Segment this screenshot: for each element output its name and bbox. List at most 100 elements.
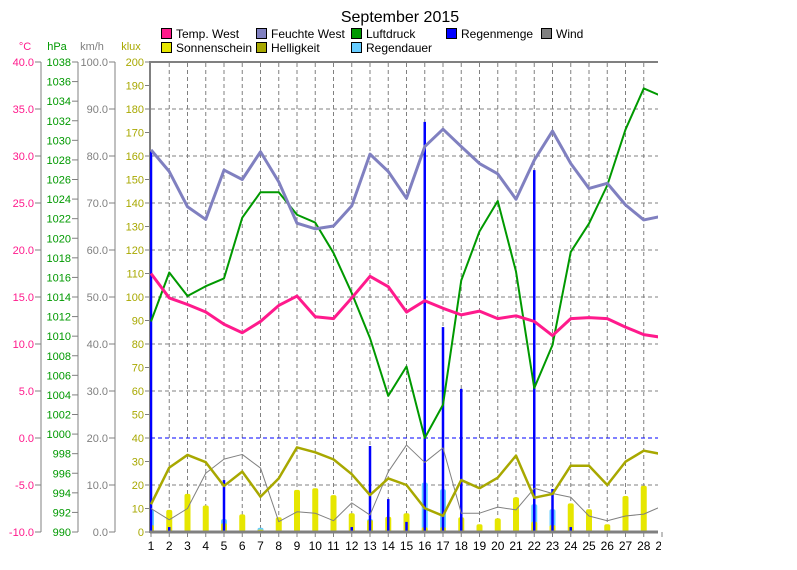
x-tick-label: 23 [546,539,560,553]
bar-regenmenge [460,388,463,532]
x-tick-label: 27 [619,539,633,553]
bar-regenmenge [551,488,554,532]
axis-tick-label-kmh: 50.0 [87,292,108,304]
chart-title: September 2015 [341,9,459,26]
axis-tick-label-celsius: 30.0 [13,151,34,163]
bar-regenmenge [405,521,408,532]
x-tick-label: 20 [491,539,505,553]
x-tick-label: 12 [345,539,359,553]
x-tick-label: 25 [582,539,596,553]
lines [150,87,658,523]
axis-tick-label-klux: 50 [132,410,144,422]
axis-tick-label-kmh: 10.0 [87,480,108,492]
legend-swatch-sonnenschein [161,42,172,53]
axis-tick-label-klux: 20 [132,480,144,492]
bar-regenmenge [150,151,153,533]
axis-tick-label-hpa: 992 [53,507,71,519]
axis-tick-label-hpa: 1010 [47,331,71,343]
x-tick-label: 5 [221,539,228,553]
axis-tick-label-hpa: 1000 [47,429,71,441]
bar-sonnenschein [567,503,574,532]
axis-tick-label-klux: 60 [132,386,144,398]
bar-sonnenschein [239,514,246,532]
axis-tick-label-hpa: 998 [53,449,71,461]
axis-tick-label-kmh: 20.0 [87,433,108,445]
bar-sonnenschein [166,509,173,532]
axis-tick-label-celsius: 25.0 [13,198,34,210]
bar-regenmenge [569,527,572,532]
bar-sonnenschein [275,517,282,532]
bar-sonnenschein [640,485,647,532]
axis-tick-label-kmh: 40.0 [87,339,108,351]
axis-tick-label-celsius: 35.0 [13,104,34,116]
grid [151,63,658,532]
axis-tick-label-klux: 130 [126,222,144,234]
axis-tick-label-celsius: 10.0 [13,339,34,351]
axis-tick-label-hpa: 1008 [47,351,71,363]
axis-tick-label-hpa: 1038 [47,57,71,69]
legend-swatch-luftdruck [351,28,362,39]
axis-tick-label-hpa: 1022 [47,214,71,226]
axis-unit-klux: klux [121,41,141,53]
axis-tick-label-klux: 100 [126,292,144,304]
bar-sonnenschein [604,524,611,532]
axis-unit-kmh: km/h [80,41,104,53]
legend-swatch-feuchte-west [256,28,267,39]
bar-sonnenschein [513,497,519,532]
axis-tick-label-celsius: -5.0 [15,480,34,492]
axis-tick-label-hpa: 1004 [47,390,71,402]
axis-tick-label-klux: 70 [132,363,144,375]
axis-tick-label-kmh: 0.0 [93,527,108,539]
x-tick-label: 28 [637,539,651,553]
axis-tick-label-klux: 10 [132,504,144,516]
x-tick-label: 26 [601,539,615,553]
axis-tick-label-hpa: 1020 [47,233,71,245]
axis-tick-label-klux: 30 [132,457,144,469]
axis-tick-label-klux: 140 [126,198,144,210]
axis-tick-label-hpa: 990 [53,527,71,539]
axis-tick-label-celsius: -10.0 [9,527,34,539]
x-axis: 1 2 3 4 5 6 7 8 9 10 11 12 13 14 15 16 17 18 19 20 21 22 23 24 2… [148,530,669,553]
axis-tick-label-klux: 40 [132,433,144,445]
x-tick-label: 14 [382,539,396,553]
axes: °C 40.0 35.0 30.0 25.0 20.0 15.0 10.0 5.0 0.0 -5.0… [9,41,658,539]
axis-tick-label-klux: 80 [132,339,144,351]
bar-regenmenge [387,499,390,532]
x-tick-label: 29 [655,539,669,553]
legend-label-regenmenge: Regenmenge [461,27,533,41]
bar-sonnenschein [622,496,629,532]
legend-swatch-temp-west [161,28,172,39]
axis-tick-label-hpa: 1030 [47,135,71,147]
axis-unit-hpa: hPa [47,41,67,53]
legend: Temp. West Feuchte West Luftdruck Regenmeng… [161,27,583,55]
legend-label-temp-west: Temp. West [176,27,240,41]
bar-regenmenge [533,170,536,532]
series-line-wind [150,444,658,523]
legend-label-luftdruck: Luftdruck [366,27,416,41]
axis-tick-label-celsius: 40.0 [13,57,34,69]
axis-tick-label-kmh: 100.0 [80,57,108,69]
legend-swatch-wind [541,28,552,39]
series-line-feuchte-west [150,127,658,231]
axis-tick-label-hpa: 1012 [47,312,71,324]
bar-regenmenge [222,480,226,532]
axis-unit-celsius: °C [19,41,31,53]
axis-tick-label-kmh: 70.0 [87,198,108,210]
axis-tick-label-hpa: 1024 [47,194,71,206]
bar-regenmenge [423,121,426,533]
axis-tick-label-klux: 120 [126,245,144,257]
x-tick-label: 6 [239,539,246,553]
x-tick-label: 9 [294,539,301,553]
bars [150,121,647,533]
bar-sonnenschein [294,489,300,532]
legend-swatch-regenmenge [446,28,457,39]
axis-tick-label-celsius: 15.0 [13,292,34,304]
bar-sonnenschein [312,488,319,532]
axis-tick-label-klux: 160 [126,151,144,163]
legend-swatch-helligkeit [256,42,267,53]
bar-sonnenschein [330,495,337,532]
x-tick-label: 11 [327,539,340,553]
bar-regenmenge [168,527,171,532]
bar-sonnenschein [476,524,483,532]
